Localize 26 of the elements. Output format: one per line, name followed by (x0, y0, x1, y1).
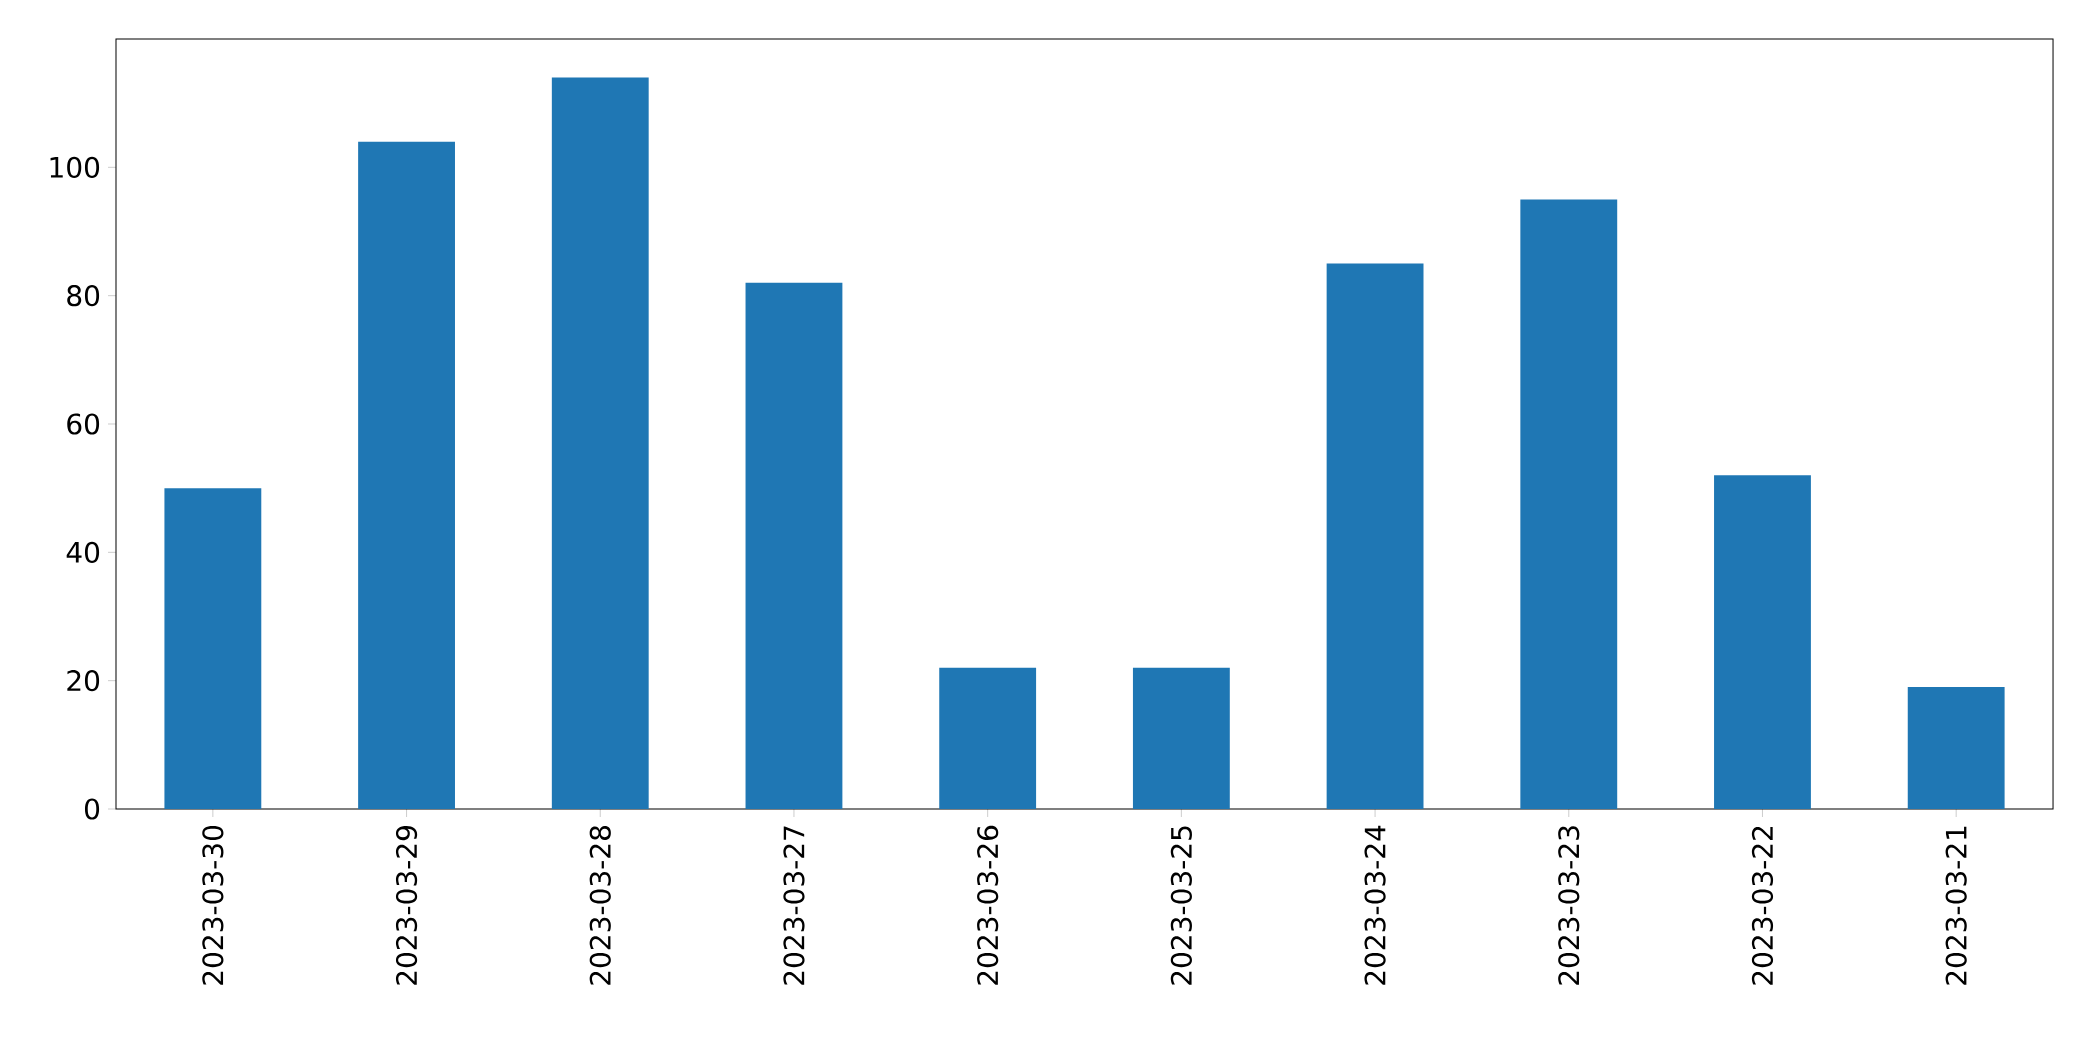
bar (1132, 667, 1230, 809)
bar (358, 141, 455, 809)
x-tick-label: 2023-03-21 (1945, 826, 1967, 985)
y-tick-label: 100 (50, 156, 100, 178)
bar (1907, 687, 2005, 809)
y-tick-label: 0 (84, 798, 100, 820)
x-tick-label: 2023-03-30 (202, 825, 224, 985)
bar (939, 667, 1037, 809)
bar (551, 77, 649, 809)
y-tick-label: 40 (66, 541, 100, 563)
x-tick-label: 2023-03-25 (1170, 826, 1192, 985)
x-tick-label: 2023-03-24 (1364, 825, 1386, 985)
bar (1326, 263, 1424, 809)
y-tick-label: 20 (67, 670, 100, 692)
x-tick-label: 2023-03-26 (977, 825, 999, 985)
x-tick-label: 2023-03-28 (589, 826, 611, 985)
bar (164, 488, 262, 809)
x-tick-label: 2023-03-23 (1558, 826, 1580, 985)
x-tick-label: 2023-03-22 (1751, 826, 1774, 985)
bar (1714, 475, 1811, 809)
bar (745, 282, 843, 809)
y-tick-label: 80 (67, 285, 100, 307)
x-tick-label: 2023-03-29 (395, 826, 418, 985)
x-tick-label: 2023-03-27 (783, 826, 805, 985)
bar (1520, 199, 1618, 809)
y-tick-label: 60 (67, 413, 100, 435)
